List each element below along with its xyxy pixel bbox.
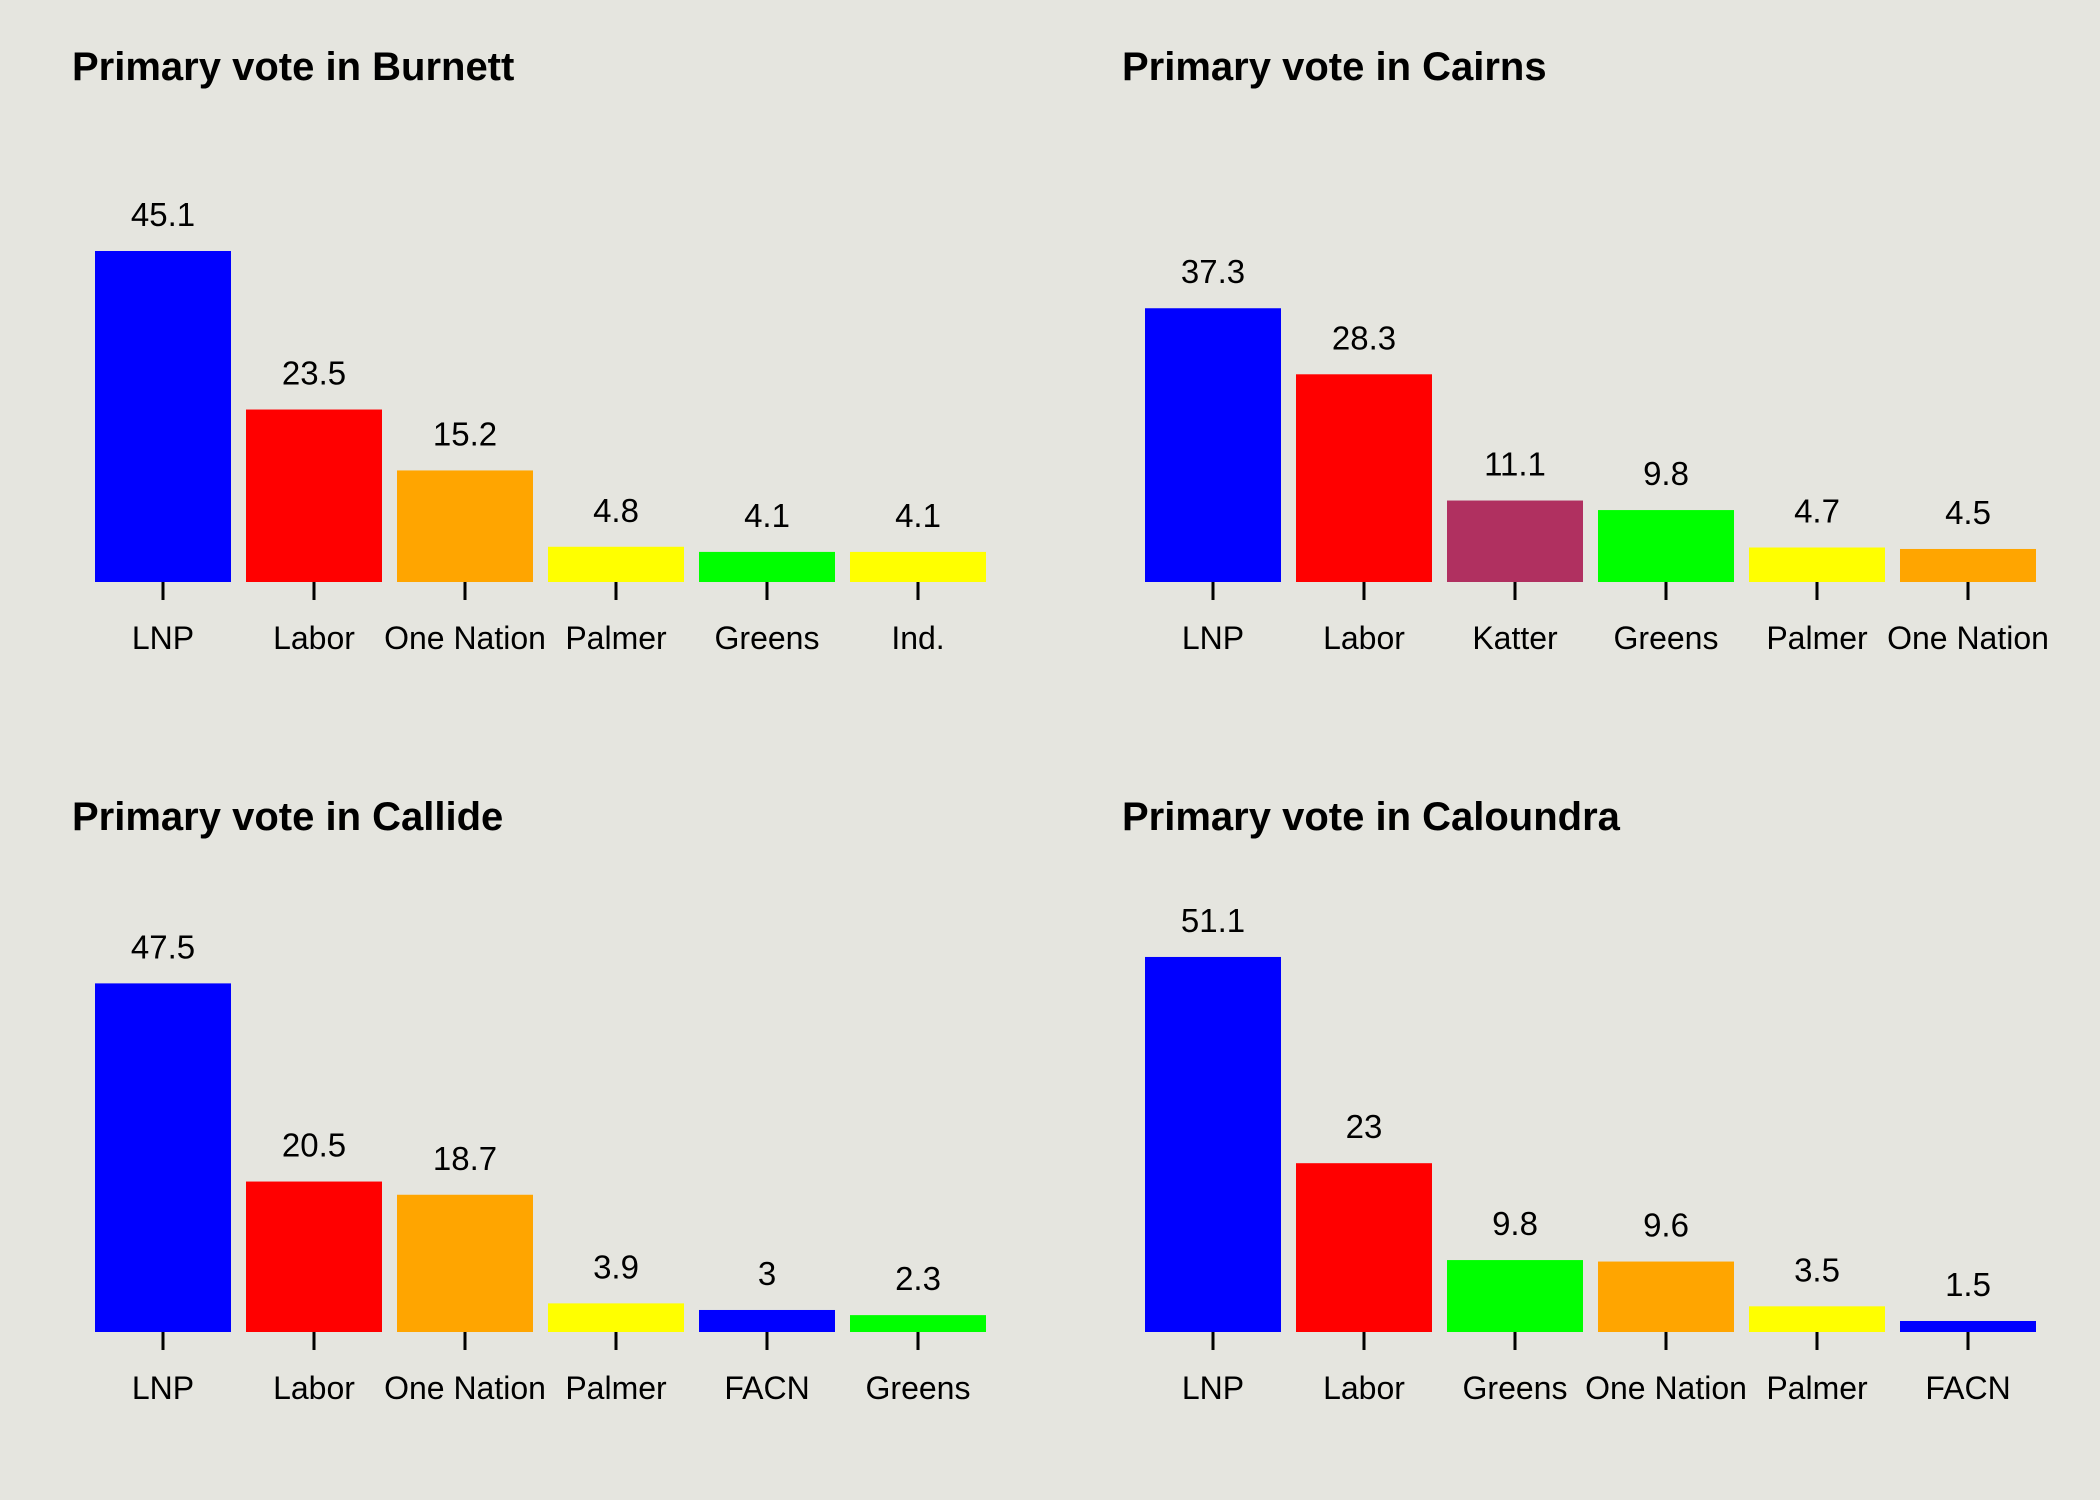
tick-label-palmer: Palmer [1766,1370,1868,1406]
bar-greens [1598,510,1734,582]
tick-label-lnp: LNP [132,1370,194,1406]
bar-one-nation [397,470,533,582]
value-label-labor: 23 [1346,1108,1383,1145]
value-label-palmer: 3.9 [593,1248,639,1285]
tick-label-labor: Labor [1323,620,1405,656]
value-label-katter: 11.1 [1484,446,1546,483]
tick-label-palmer: Palmer [1766,620,1868,656]
bar-lnp [1145,956,1281,1332]
value-label-lnp: 51.1 [1181,902,1245,939]
chart-panel-3: Primary vote in Callide 47.5 LNP 20.5 Labor 1… [72,795,986,1406]
tick-label-one-nation: One Nation [1585,1370,1747,1406]
value-label-palmer: 4.7 [1794,493,1840,530]
tick-label-facn: FACN [1925,1370,2010,1406]
tick-label-ind: Ind. [891,620,944,656]
value-label-ind: 4.1 [895,497,941,534]
bar-one-nation [1900,548,2036,582]
tick-label-lnp: LNP [132,620,194,656]
bar-palmer [1749,547,1885,582]
chart-title: Primary vote in Caloundra [1122,795,1621,839]
tick-label-labor: Labor [273,1370,355,1406]
value-label-one-nation: 9.6 [1643,1207,1689,1244]
tick-label-labor: Labor [1323,1370,1405,1406]
chart-panel-1: Primary vote in Burnett 45.1 LNP 23.5 Labor 1… [72,45,986,656]
bar-labor [246,1181,382,1332]
tick-label-palmer: Palmer [565,620,667,656]
value-label-labor: 28.3 [1332,319,1396,356]
tick-label-one-nation: One Nation [384,1370,546,1406]
chart-panel-4: Primary vote in Caloundra 51.1 LNP 23 Labor 9… [1122,795,2036,1406]
value-label-greens: 9.8 [1492,1205,1538,1242]
value-label-one-nation: 15.2 [433,415,497,452]
tick-label-lnp: LNP [1182,1370,1244,1406]
tick-label-one-nation: One Nation [384,620,546,656]
bar-one-nation [397,1194,533,1332]
chart-title: Primary vote in Callide [72,795,503,839]
chart-title: Primary vote in Cairns [1122,45,1547,89]
value-label-greens: 4.1 [744,497,790,534]
bar-palmer [548,546,684,582]
value-label-lnp: 45.1 [131,196,195,233]
bar-palmer [548,1303,684,1332]
bar-greens [850,1315,986,1332]
bar-greens [699,551,835,582]
chart-panel-2: Primary vote in Cairns 37.3 LNP 28.3 Labor 11… [1122,45,2049,656]
bar-lnp [1145,308,1281,582]
tick-label-labor: Labor [273,620,355,656]
bar-labor [1296,1163,1432,1332]
value-label-labor: 23.5 [282,355,346,392]
value-label-palmer: 3.5 [1794,1251,1840,1288]
tick-label-greens: Greens [866,1370,971,1406]
value-label-facn: 3 [758,1255,776,1292]
tick-label-facn: FACN [724,1370,809,1406]
bar-greens [1447,1260,1583,1332]
value-label-greens: 2.3 [895,1260,941,1297]
bar-palmer [1749,1306,1885,1332]
tick-label-katter: Katter [1472,620,1558,656]
bar-katter [1447,500,1583,582]
value-label-greens: 9.8 [1643,455,1689,492]
value-label-palmer: 4.8 [593,492,639,529]
value-label-one-nation: 4.5 [1945,494,1991,531]
bar-facn [699,1309,835,1332]
tick-label-greens: Greens [1463,1370,1568,1406]
value-label-lnp: 47.5 [131,928,195,965]
bar-labor [1296,374,1432,582]
tick-label-greens: Greens [715,620,820,656]
chart-title: Primary vote in Burnett [72,45,514,89]
bar-lnp [95,250,231,582]
tick-label-greens: Greens [1614,620,1719,656]
value-label-one-nation: 18.7 [433,1140,497,1177]
bar-ind [850,551,986,582]
bar-labor [246,409,382,582]
tick-label-one-nation: One Nation [1887,620,2049,656]
tick-label-lnp: LNP [1182,620,1244,656]
bar-one-nation [1598,1261,1734,1332]
value-label-lnp: 37.3 [1181,253,1245,290]
bar-facn [1900,1320,2036,1332]
value-label-labor: 20.5 [282,1127,346,1164]
bar-lnp [95,983,231,1332]
value-label-facn: 1.5 [1945,1266,1991,1303]
tick-label-palmer: Palmer [565,1370,667,1406]
